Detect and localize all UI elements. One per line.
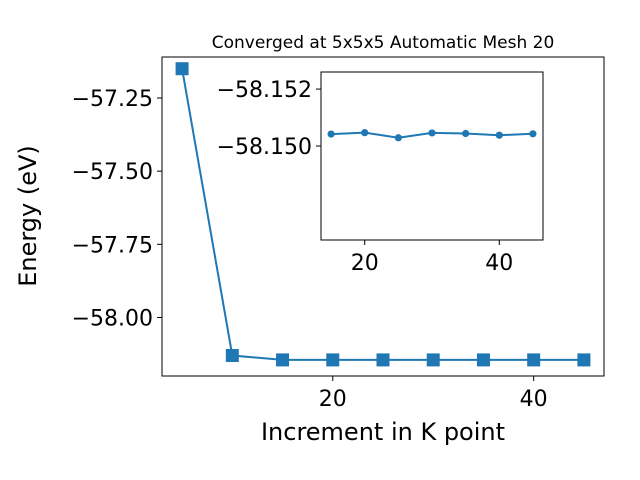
main-y-ticks: −57.25 −57.50 −57.75 −58.00	[72, 87, 162, 331]
inset-background	[321, 72, 543, 240]
chart-title: Converged at 5x5x5 Automatic Mesh 20	[212, 33, 555, 53]
inset-data-point	[361, 129, 369, 137]
main-y-tick-label: −57.50	[72, 160, 153, 185]
inset-y-ticks: −58.152 −58.150	[217, 78, 321, 160]
main-data-point	[175, 62, 189, 76]
inset-data-point	[428, 129, 436, 137]
main-axes: 20 40 −57.25−57.50−57.75−58.00 Converged …	[14, 33, 605, 446]
main-data-point	[225, 349, 239, 363]
main-data-point	[276, 353, 290, 367]
main-y-tick-label: −57.25	[72, 87, 153, 112]
inset-plot-frame	[320, 71, 544, 241]
x-axis-label: Increment in K point	[261, 418, 505, 446]
inset-x-tick-label: 40	[485, 251, 513, 276]
inset-y-tick-label: −58.150	[217, 135, 312, 160]
main-plot-frame	[161, 56, 605, 377]
inset-x-ticks: 20 40	[351, 240, 513, 276]
main-y-tick-label: −58.00	[72, 306, 153, 331]
main-data-point	[476, 353, 490, 367]
inset-x-tick-label: 20	[351, 251, 379, 276]
main-data-point	[527, 353, 541, 367]
inset-data-point	[327, 130, 335, 138]
main-data-point	[376, 353, 390, 367]
inset-axes: 20 40 −58.152−58.150	[217, 71, 544, 276]
main-data-point	[326, 353, 340, 367]
main-x-tick-label: 20	[319, 387, 347, 412]
main-data-point	[577, 353, 591, 367]
main-x-tick-label: 40	[520, 387, 548, 412]
main-y-tick-label: −57.75	[72, 233, 153, 258]
main-data-point	[426, 353, 440, 367]
inset-data-point	[529, 130, 537, 138]
inset-data-point	[462, 129, 470, 138]
inset-data-point	[495, 131, 503, 139]
inset-series	[327, 129, 537, 142]
inset-y-tick-label: −58.152	[217, 78, 312, 103]
main-series	[175, 62, 591, 367]
y-axis-label: Energy (eV)	[14, 145, 42, 287]
inset-data-point	[394, 134, 402, 142]
main-x-ticks: 20 40	[319, 376, 548, 412]
